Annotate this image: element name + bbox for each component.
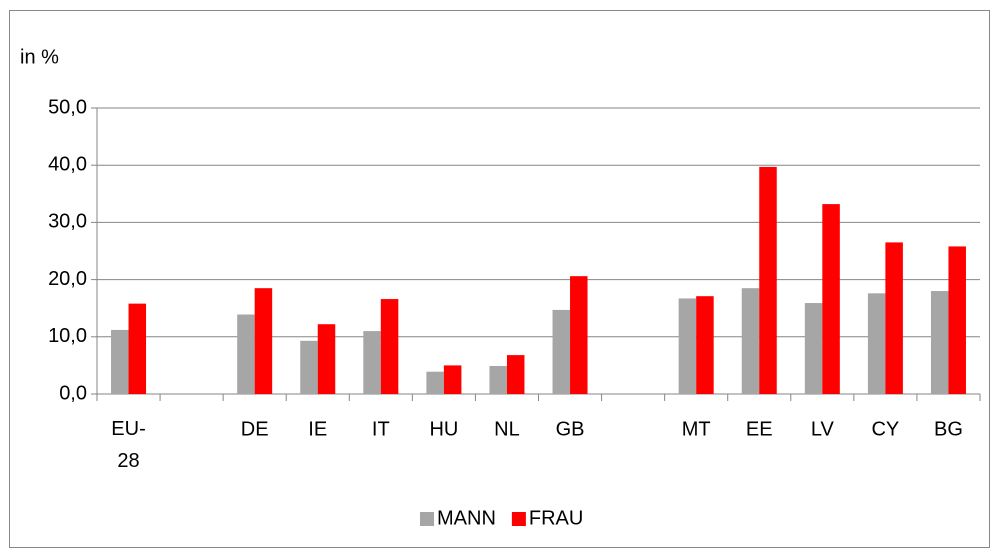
bar bbox=[254, 288, 273, 394]
bar bbox=[678, 298, 697, 394]
chart-border bbox=[9, 10, 990, 548]
bar bbox=[506, 355, 525, 394]
bar bbox=[570, 276, 588, 394]
y-tick-label: 0,0 bbox=[59, 382, 87, 404]
y-axis-title: in % bbox=[20, 46, 59, 68]
bar bbox=[128, 303, 147, 394]
bar bbox=[317, 324, 336, 394]
x-tick-label: EE bbox=[746, 418, 773, 440]
x-tick-label: MT bbox=[682, 418, 711, 440]
bar bbox=[300, 340, 318, 394]
x-tick-label: LV bbox=[811, 418, 835, 440]
bar bbox=[443, 365, 462, 394]
legend-label: FRAU bbox=[529, 507, 583, 529]
x-tick-label: NL bbox=[494, 418, 520, 440]
y-tick-label: 40,0 bbox=[48, 153, 87, 175]
legend-label: MANN bbox=[437, 507, 496, 529]
y-tick-label: 10,0 bbox=[48, 325, 87, 347]
bar bbox=[426, 371, 444, 394]
bar bbox=[237, 314, 255, 394]
x-tick-label: EU-28 bbox=[111, 418, 145, 472]
x-tick-label: GB bbox=[556, 418, 585, 440]
bar bbox=[804, 303, 823, 394]
x-tick-label: DE bbox=[241, 418, 269, 440]
bar bbox=[885, 242, 903, 394]
bar bbox=[822, 204, 840, 394]
x-tick-label: BG bbox=[934, 418, 963, 440]
y-tick-label: 20,0 bbox=[48, 268, 87, 290]
bar bbox=[552, 309, 571, 394]
bar bbox=[948, 246, 966, 394]
bar bbox=[696, 296, 714, 394]
x-tick-label: IT bbox=[372, 418, 390, 440]
legend-swatch bbox=[420, 512, 434, 526]
bar bbox=[363, 331, 381, 394]
legend-swatch bbox=[511, 512, 526, 526]
bar bbox=[489, 365, 507, 394]
bar bbox=[741, 288, 760, 394]
y-tick-label: 50,0 bbox=[48, 96, 87, 118]
y-tick-label: 30,0 bbox=[48, 211, 87, 233]
x-tick-label: HU bbox=[429, 418, 458, 440]
bar bbox=[380, 299, 399, 394]
bar bbox=[867, 293, 886, 394]
bar bbox=[111, 329, 129, 394]
x-tick-label: CY bbox=[871, 418, 899, 440]
bar bbox=[930, 291, 949, 394]
bar bbox=[759, 166, 777, 394]
x-tick-label: IE bbox=[308, 418, 327, 440]
